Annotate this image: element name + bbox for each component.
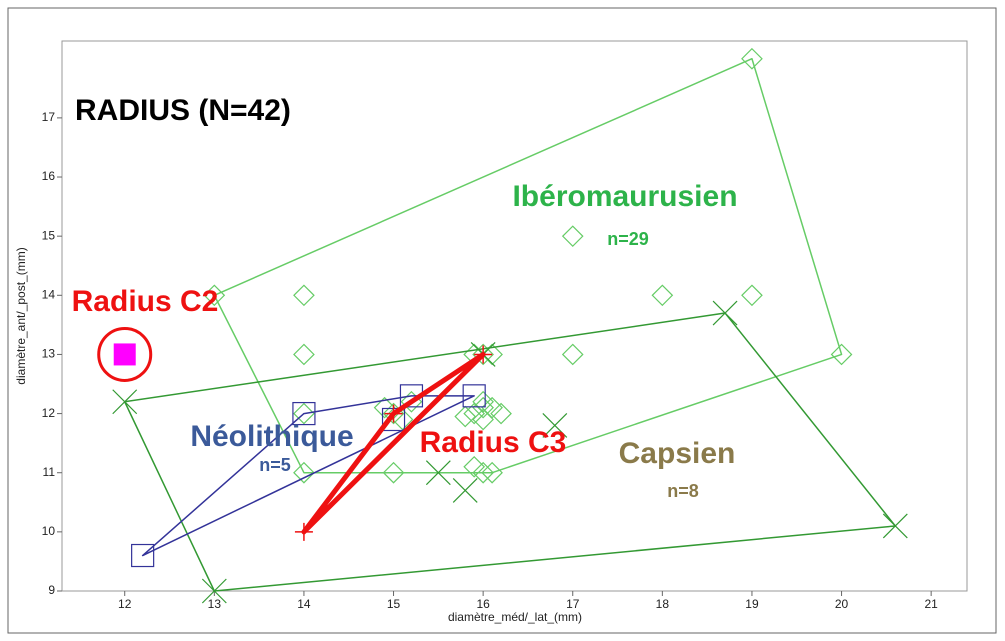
point: [463, 455, 486, 478]
x-tick-label: 16: [476, 597, 490, 611]
hull: [213, 57, 843, 474]
y-tick-label: 17: [42, 110, 56, 124]
series-label: Capsien: [619, 437, 736, 470]
point: [741, 47, 763, 70]
point: [474, 345, 493, 364]
point: [373, 396, 396, 419]
x-tick-label: 18: [656, 597, 670, 611]
point: [472, 461, 494, 484]
point: [472, 343, 494, 366]
point: [472, 408, 494, 431]
y-tick-label: 14: [42, 287, 56, 301]
x-tick-label: 20: [835, 597, 849, 611]
highlight-ring: [97, 326, 153, 382]
point: [481, 343, 503, 366]
x-axis-label: diamètre_méd/_lat_(mm): [448, 610, 582, 624]
point: [293, 402, 315, 425]
y-tick-label: 13: [42, 347, 56, 361]
y-tick-label: 12: [42, 406, 56, 420]
point: [112, 389, 138, 415]
point: [454, 405, 477, 428]
point: [882, 513, 908, 539]
point: [462, 384, 486, 408]
y-tick-label: 9: [48, 583, 55, 597]
point: [131, 543, 155, 568]
x-tick-label: 12: [118, 597, 132, 611]
series-count: n=29: [607, 229, 649, 249]
point: [382, 461, 405, 484]
y-axis-label: diamètre_ant/_post_(mm): [14, 247, 28, 384]
point: [830, 343, 853, 366]
x-tick-label: 17: [566, 597, 580, 611]
plot-frame: [61, 40, 968, 592]
x-tick-label: 13: [208, 597, 222, 611]
series-label: Radius C3: [420, 426, 567, 459]
point: [384, 404, 403, 423]
y-tick-label: 10: [42, 524, 56, 538]
point: [293, 343, 315, 366]
x-tick-label: 21: [924, 597, 938, 611]
x-tick-label: 15: [387, 597, 401, 611]
series-label: Ibéromaurusien: [512, 180, 737, 213]
point: [425, 460, 451, 486]
hull: [301, 351, 486, 535]
point: [561, 343, 584, 366]
point: [472, 390, 494, 413]
point: [651, 284, 674, 307]
point: [490, 402, 512, 425]
point: [712, 300, 738, 326]
point: [452, 478, 478, 503]
y-tick-label: 11: [43, 465, 56, 479]
y-tick-label: 15: [42, 228, 56, 242]
series-count: n=5: [259, 455, 291, 475]
chart-title: RADIUS (N=42): [75, 94, 291, 127]
point: [203, 284, 226, 307]
series-label: Radius C2: [72, 285, 219, 318]
point: [741, 284, 763, 307]
series-count: n=8: [667, 481, 699, 501]
point: [542, 412, 568, 438]
y-tick-label: 16: [42, 169, 56, 183]
point: [481, 461, 503, 484]
point: [294, 522, 313, 541]
point: [561, 225, 584, 248]
point: [113, 343, 136, 366]
x-tick-label: 19: [745, 597, 759, 611]
point: [201, 578, 227, 604]
series-label: Néolithique: [190, 420, 353, 453]
point: [293, 461, 315, 484]
x-tick-label: 14: [297, 597, 311, 611]
point: [292, 401, 316, 426]
point: [391, 408, 414, 431]
point: [293, 284, 315, 307]
